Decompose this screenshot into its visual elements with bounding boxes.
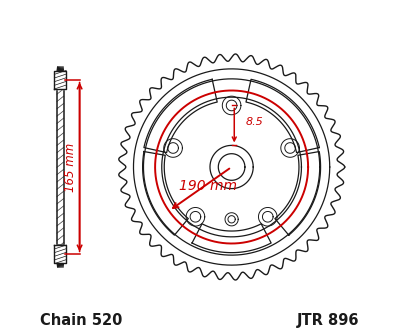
Text: 190 mm: 190 mm [179, 179, 237, 193]
Polygon shape [54, 245, 66, 264]
Text: JTR 896: JTR 896 [297, 313, 360, 328]
Text: Chain 520: Chain 520 [40, 313, 123, 328]
Text: 8.5: 8.5 [246, 117, 264, 127]
Text: 165 mm: 165 mm [64, 142, 78, 192]
Polygon shape [54, 70, 66, 89]
